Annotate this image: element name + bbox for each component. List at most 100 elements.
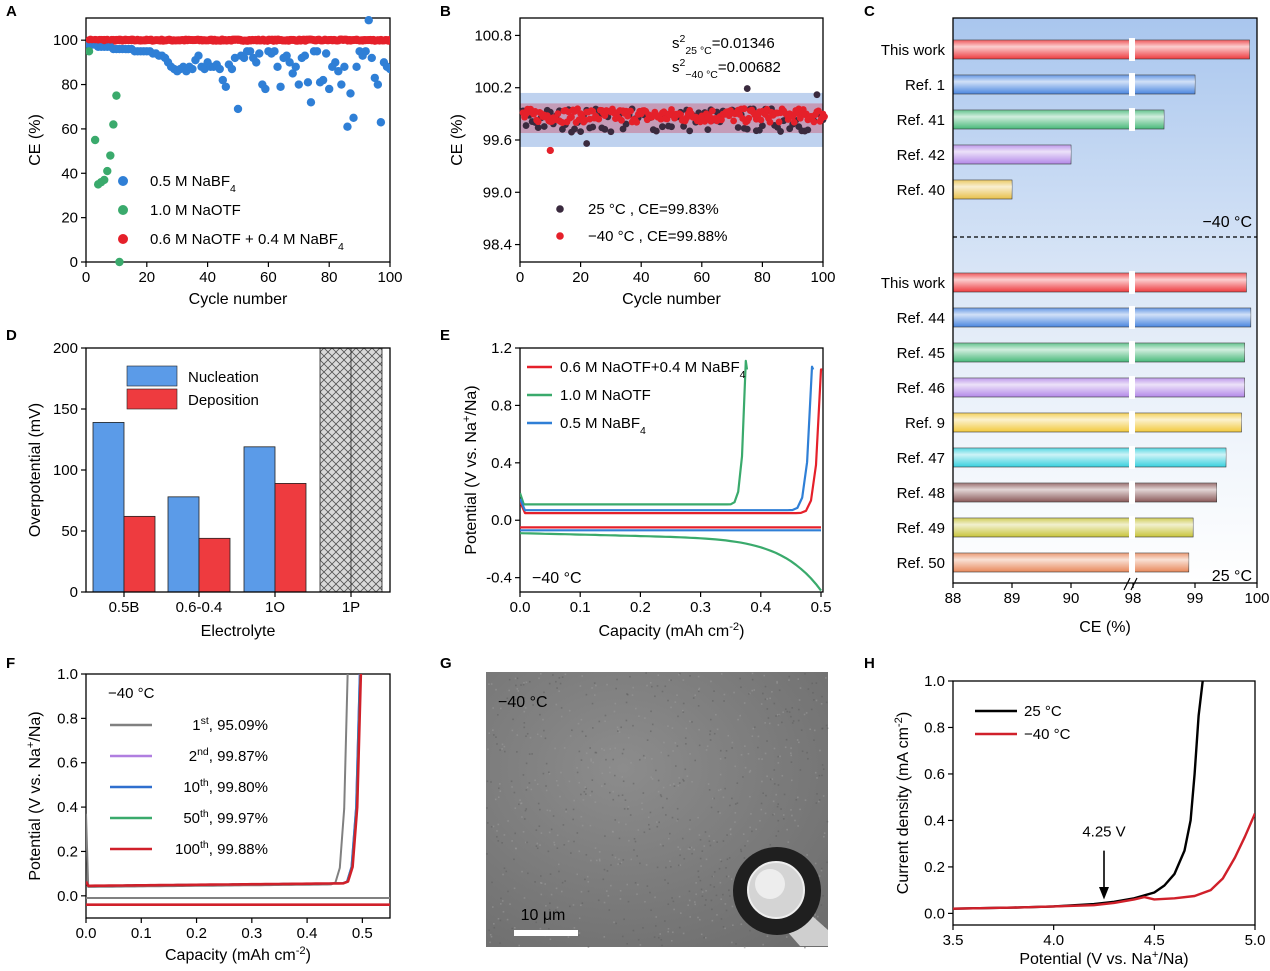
x-tick-label: 1P [342,599,360,616]
sem-grain [726,834,728,836]
group-label-cold: −40 °C [1202,214,1252,231]
annotation-label: 4.25 V [1082,824,1125,841]
sem-grain [723,693,726,696]
text-part: 4 [640,425,646,437]
data-point [215,64,224,74]
sem-grain [678,777,680,779]
data-point [607,128,615,136]
sem-grain [722,796,725,799]
sem-grain [786,828,788,831]
sem-grain [502,910,505,913]
sem-grain [581,675,584,677]
sem-grain [822,795,825,797]
sem-grain [813,699,815,701]
sem-grain [710,680,712,683]
data-point [100,175,109,185]
sem-grain [504,750,506,753]
sem-grain [749,692,751,695]
sem-grain [589,747,591,749]
sem-grain [820,869,823,872]
text-part: 4 [338,241,344,253]
axis-break-mark [1129,271,1135,294]
sem-grain [703,936,706,939]
sem-grain [488,732,491,735]
data-point [810,118,818,126]
sem-grain [576,771,579,774]
y-axis-label: CE (%) [27,114,44,166]
data-point [554,110,562,118]
sem-grain [549,938,552,941]
sem-grain [662,844,664,847]
charge-curve [520,368,823,515]
text-part: Capacity (mAh cm [165,947,296,964]
sem-grain [822,894,824,897]
sem-grain [671,897,673,899]
sem-grain [516,688,519,690]
sem-grain [654,695,656,698]
sem-grain [713,871,716,873]
sem-grain [667,754,670,757]
data-point [112,91,121,100]
sem-grain [599,859,601,862]
x-tick-label: 0.5B [109,599,140,616]
sem-grain [718,867,721,870]
sem-grain [592,727,594,729]
sem-grain [728,857,731,859]
x-tick-label: 0.2 [630,599,651,616]
sem-grain [556,687,558,689]
sem-grain [766,775,768,778]
sem-grain [811,682,814,685]
bar-label: Ref. 47 [897,450,945,467]
text-part: -2 [729,621,739,633]
data-point [734,124,742,131]
sem-grain [658,821,660,824]
sem-grain [595,684,597,687]
sem-grain [677,715,679,718]
sem-grain [549,809,551,812]
panel-label: G [440,655,452,672]
data-point [686,127,694,135]
sem-grain [609,748,612,750]
sem-grain [712,875,715,878]
data-point [239,53,249,63]
sem-grain [490,683,493,685]
text-part: 1.0 M NaOTF [150,202,241,219]
axis-break-mark [1129,516,1135,539]
panel-label: E [440,327,450,344]
data-point [340,62,349,71]
sem-grain [777,819,780,822]
panel-A: A 0 20 40 60 80 100 0 20 40 60 80 100 Cycle number CE … [6,3,403,308]
sem-grain [699,857,702,860]
sem-grain [684,737,687,739]
sem-grain [620,861,623,864]
sem-grain [689,916,692,918]
x-tick-label: 0.1 [570,599,591,616]
sem-grain [526,841,528,844]
data-point [601,125,609,133]
sem-grain [572,904,575,906]
sem-grain [683,780,685,782]
sem-grain [805,712,808,714]
sem-grain [659,843,662,846]
sem-grain [717,789,720,792]
x-tick-label: 80 [321,269,338,286]
sem-grain [600,785,603,787]
sem-grain [682,932,685,935]
sem-grain [743,946,746,949]
sem-grain [565,808,568,811]
bar-label: Ref. 45 [897,345,945,362]
sem-grain [693,848,696,851]
sem-grain [688,848,691,851]
sem-grain [818,875,821,877]
sem-grain [818,774,821,777]
sem-grain [751,830,753,833]
sem-grain [711,875,714,878]
plot-frame [952,17,1258,584]
text-part: 4 [740,369,746,381]
sem-grain [697,876,700,878]
x-tick-label: 0.5 [811,599,832,616]
sem-grain [630,858,633,861]
sem-grain [514,807,517,810]
sem-grain [689,819,691,821]
text-part: =0.01346 [712,35,775,52]
